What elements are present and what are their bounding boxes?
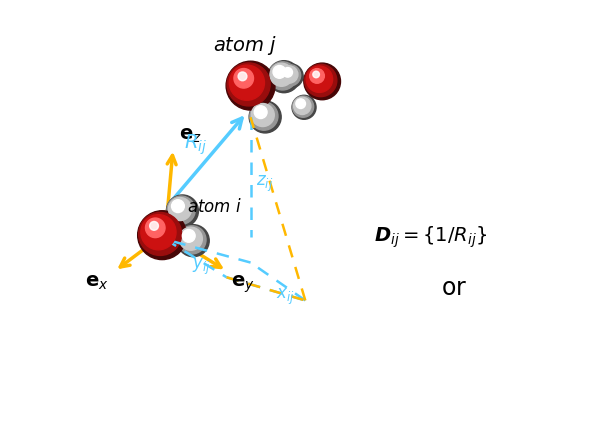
Text: $x_{ij}$: $x_{ij}$	[276, 287, 295, 307]
Circle shape	[229, 65, 264, 100]
Circle shape	[298, 100, 302, 105]
Circle shape	[185, 232, 191, 237]
Text: $z_{ij}$: $z_{ij}$	[255, 173, 273, 194]
Circle shape	[279, 65, 301, 86]
Circle shape	[254, 106, 267, 119]
Circle shape	[250, 102, 278, 130]
Circle shape	[182, 229, 195, 242]
Circle shape	[292, 95, 316, 119]
Circle shape	[226, 61, 275, 110]
Text: $\mathbf{e}_x$: $\mathbf{e}_x$	[85, 273, 109, 292]
Text: $atom\ i$: $atom\ i$	[187, 198, 242, 216]
Circle shape	[141, 215, 176, 250]
Circle shape	[306, 66, 332, 92]
Circle shape	[257, 108, 263, 114]
Circle shape	[268, 61, 300, 93]
Text: $\mathbf{e}_y$: $\mathbf{e}_y$	[231, 273, 254, 295]
Circle shape	[304, 63, 340, 100]
Circle shape	[167, 196, 195, 224]
Text: $y_{ij}$: $y_{ij}$	[192, 257, 210, 277]
Circle shape	[178, 226, 206, 254]
Circle shape	[238, 72, 247, 81]
Circle shape	[285, 69, 289, 73]
Circle shape	[227, 63, 270, 106]
Circle shape	[150, 221, 158, 230]
Circle shape	[280, 66, 298, 83]
Circle shape	[269, 62, 297, 90]
Circle shape	[169, 198, 191, 220]
Circle shape	[139, 212, 182, 255]
Circle shape	[292, 96, 313, 117]
Circle shape	[294, 97, 311, 114]
Text: $R_{ij}$: $R_{ij}$	[184, 132, 208, 157]
Text: $\mathrm{or}$: $\mathrm{or}$	[441, 276, 468, 300]
Circle shape	[296, 99, 306, 109]
Circle shape	[251, 103, 274, 126]
Circle shape	[177, 225, 209, 257]
Circle shape	[283, 67, 292, 77]
Circle shape	[234, 69, 254, 88]
Text: $\boldsymbol{D}_{ij} = \{1/R_{ij}\}$: $\boldsymbol{D}_{ij} = \{1/R_{ij}\}$	[374, 225, 487, 250]
Circle shape	[145, 218, 165, 237]
Circle shape	[172, 200, 184, 212]
Circle shape	[279, 64, 303, 88]
Circle shape	[310, 69, 324, 83]
Circle shape	[174, 202, 180, 208]
Circle shape	[313, 71, 319, 78]
Text: $atom\ j$: $atom\ j$	[213, 34, 277, 57]
Circle shape	[276, 68, 282, 73]
Circle shape	[249, 101, 281, 133]
Circle shape	[304, 64, 337, 97]
Circle shape	[179, 227, 202, 250]
Circle shape	[138, 211, 187, 259]
Circle shape	[273, 65, 286, 78]
Circle shape	[270, 63, 293, 86]
Text: $\mathbf{e}_z$: $\mathbf{e}_z$	[179, 126, 202, 145]
Circle shape	[166, 195, 199, 227]
